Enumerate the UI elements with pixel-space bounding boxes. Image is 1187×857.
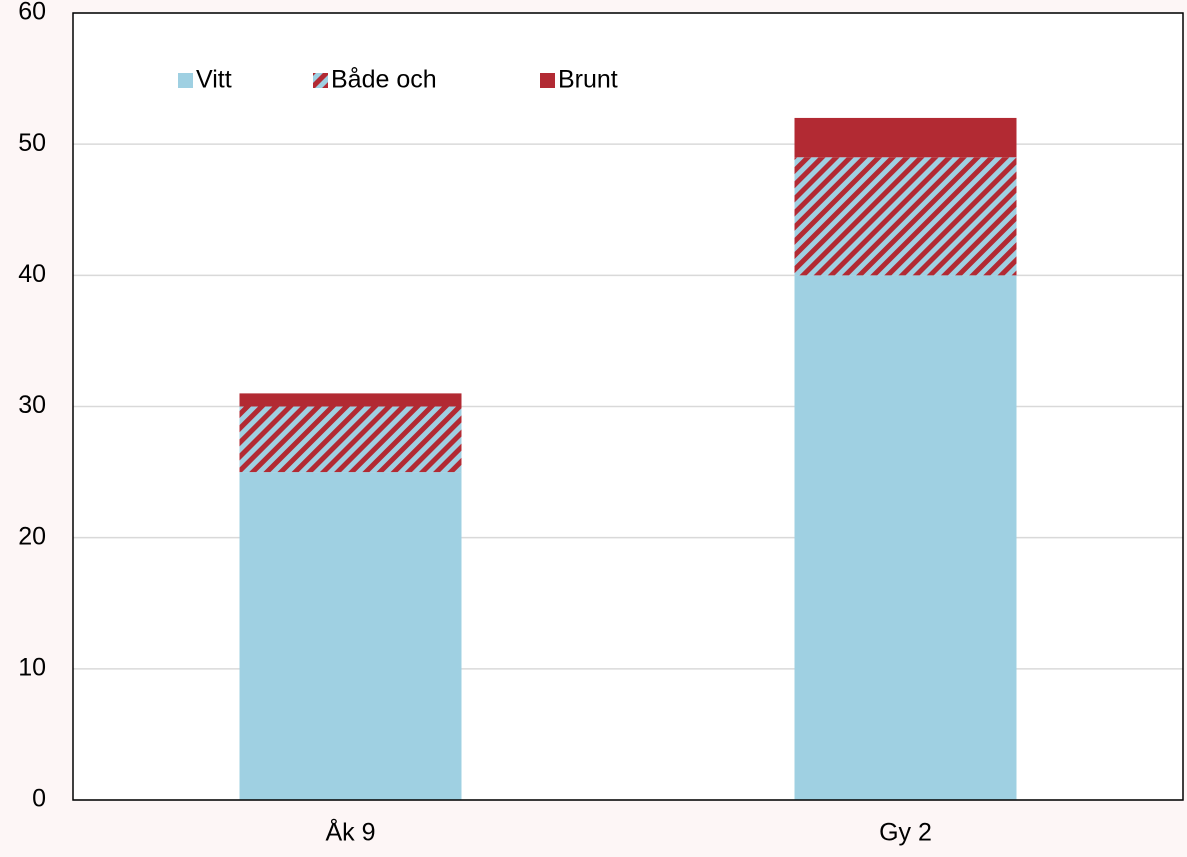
y-tick-label: 60 <box>18 0 46 26</box>
legend-swatch <box>178 73 193 88</box>
bar-segment <box>794 157 1017 276</box>
legend-label: Både och <box>331 66 437 94</box>
legend-label: Brunt <box>558 66 618 94</box>
legend-label: Vitt <box>196 66 232 94</box>
y-tick-label: 30 <box>18 391 46 419</box>
x-tick-label: Gy 2 <box>879 819 932 847</box>
x-tick-label: Åk 9 <box>325 817 375 847</box>
bar-segment <box>239 393 462 407</box>
plot-border <box>72 12 1184 801</box>
y-tick-label: 10 <box>18 653 46 681</box>
bar-segment <box>794 275 1017 800</box>
y-tick-label: 40 <box>18 260 46 288</box>
bar-segment <box>239 406 462 473</box>
y-tick-label: 0 <box>32 785 46 813</box>
bar-segment <box>794 117 1017 158</box>
legend-swatch <box>540 73 555 88</box>
y-tick-label: 50 <box>18 129 46 157</box>
legend-swatch <box>313 73 328 88</box>
y-tick-label: 20 <box>18 522 46 550</box>
bar-segment <box>239 472 462 800</box>
